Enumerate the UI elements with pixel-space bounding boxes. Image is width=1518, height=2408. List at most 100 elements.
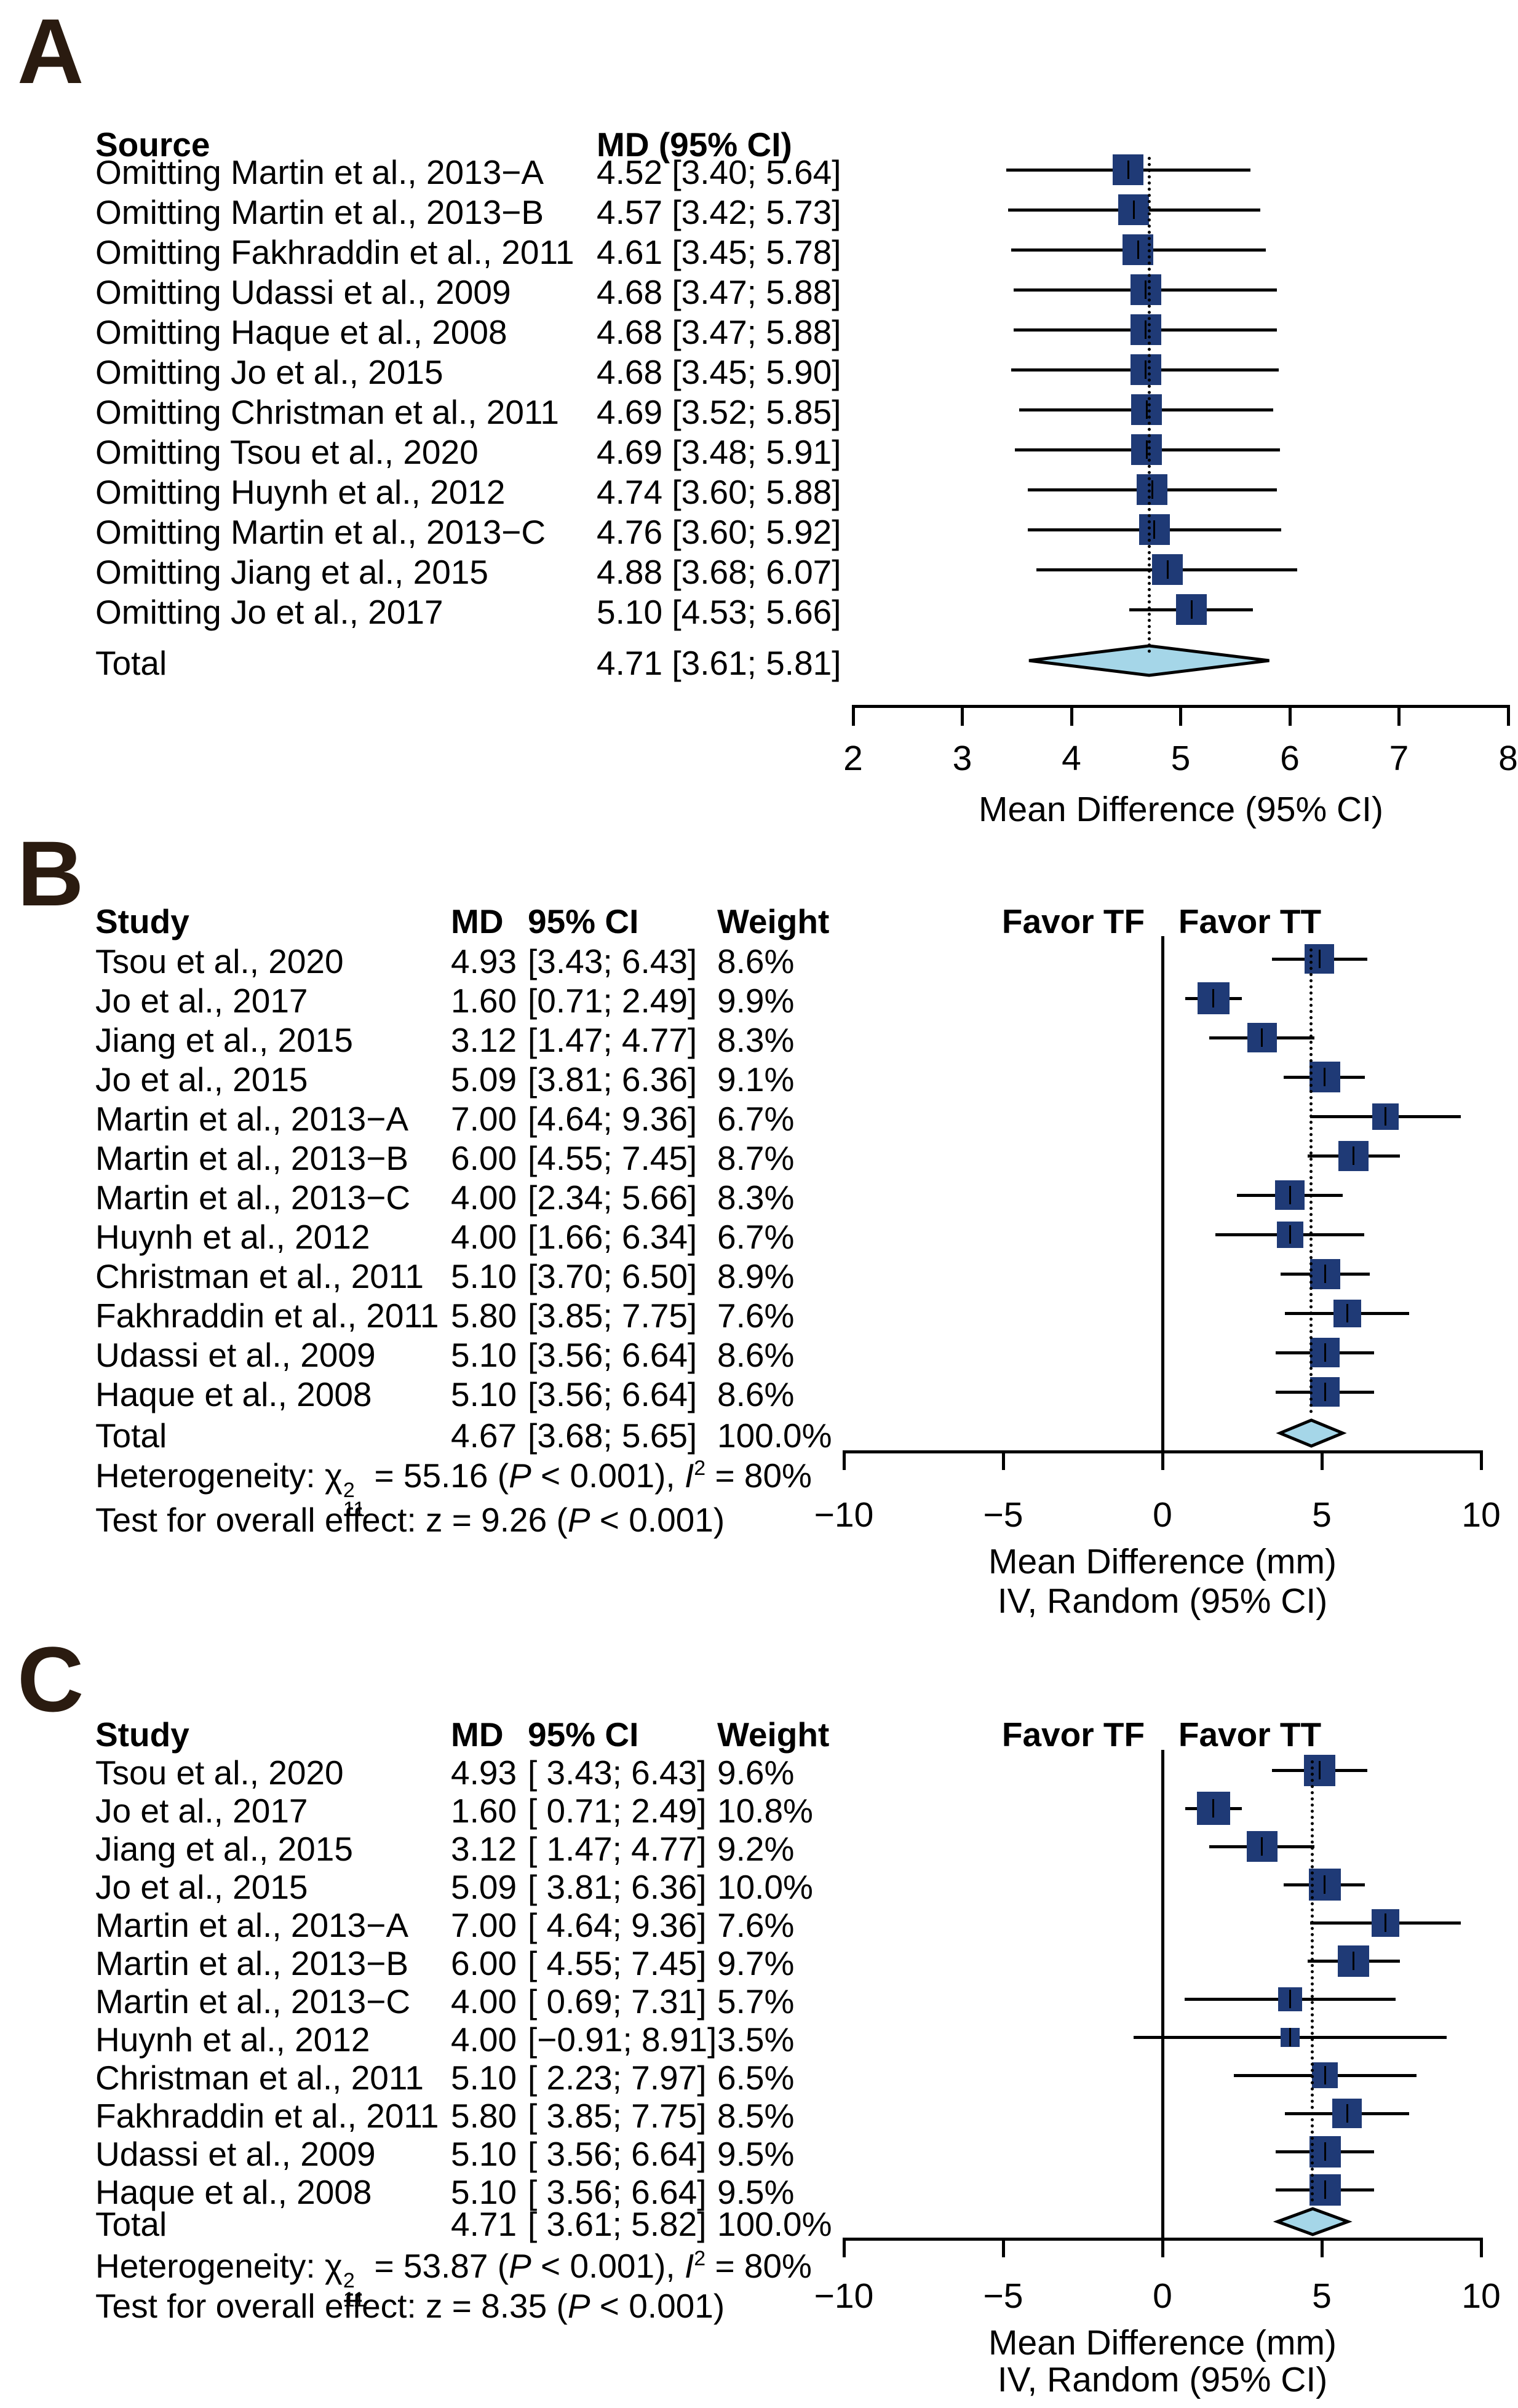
md-value: 5.80 [451,2097,517,2135]
md-ci-value: 4.68 [3.45; 5.90] [597,353,841,391]
weight-value: 8.5% [717,2097,795,2135]
effect-marker [1261,1837,1263,1856]
md-value: 5.09 [451,1060,517,1099]
axis-tick-label: −10 [814,2276,874,2316]
effect-marker [1261,1028,1263,1047]
axis-tick [1179,705,1182,726]
effect-marker [1153,520,1156,539]
col-header-md: MD [451,1715,504,1754]
col-header-source: Source [95,125,210,164]
ci-value: [ 3.43; 6.43] [528,1754,707,1792]
favor-left-label: Favor TF [1001,1715,1145,1754]
heterogeneity-note: Heterogeneity: χ 2 11 = 53.87 (P < 0.001),… [95,2247,812,2311]
axis-tick-label: 8 [1498,739,1518,778]
axis-tick-label: 0 [1153,2276,1172,2316]
study-row-label: Jo et al., 2017 [95,982,308,1020]
ci-value: [2.34; 5.66] [528,1178,697,1217]
md-value: 4.93 [451,942,517,980]
axis-caption-line1: Mean Difference (mm) [988,1542,1337,1581]
weight-value: 9.7% [717,1944,795,1982]
md-value: 5.09 [451,1868,517,1906]
ref-line [1147,157,1151,653]
md-value: 4.71 [451,2205,517,2243]
axis-tick-label: 2 [843,739,863,778]
axis-tick-label: 3 [952,739,972,778]
md-ci-value: 4.52 [3.40; 5.64] [597,153,841,191]
study-row-label: Omitting Martin et al., 2013−A [95,153,544,191]
study-row-label: Omitting Christman et al., 2011 [95,393,560,431]
effect-marker [1385,1107,1387,1126]
total-diamond [1276,1418,1347,1448]
md-ci-value: 4.68 [3.47; 5.88] [597,313,841,351]
axis-tick-label: 4 [1062,739,1081,778]
weight-value: 8.7% [717,1139,795,1177]
study-row-label: Christman et al., 2011 [95,1257,424,1295]
md-ci-value: 5.10 [4.53; 5.66] [597,593,841,631]
col-header-md: MD [451,902,504,940]
effect-marker [1346,2104,1348,2123]
md-value: 5.10 [451,1375,517,1413]
axis-tick-label: 0 [1153,1495,1172,1535]
study-row-label: Omitting Jiang et al., 2015 [95,553,488,591]
col-header-ci: 95% CI [528,1715,639,1754]
axis-tick-label: −5 [983,1495,1023,1535]
study-row-label: Omitting Jo et al., 2017 [95,593,443,631]
md-value: 4.67 [451,1417,517,1455]
weight-value: 8.6% [717,1375,795,1413]
md-value: 3.12 [451,1830,517,1868]
effect-marker [1289,1186,1291,1204]
study-row-label: Omitting Fakhraddin et al., 2011 [95,233,574,271]
total-row-label: Total [95,2205,167,2243]
md-value: 4.00 [451,1982,517,2021]
effect-marker [1166,560,1169,579]
md-ci-value: 4.71 [3.61; 5.81] [597,644,841,682]
favor-right-label: Favor TT [1178,1715,1322,1754]
weight-value: 9.1% [717,1060,795,1099]
overall-effect-note: Test for overall effect: z = 8.35 (P < 0… [95,2287,725,2325]
weight-value: 100.0% [717,2205,832,2243]
study-row-label: Martin et al., 2013−C [95,1178,411,1217]
weight-value: 9.6% [717,1754,795,1792]
axis-caption-line2: IV, Random (95% CI) [997,2360,1328,2399]
study-row-label: Omitting Tsou et al., 2020 [95,433,479,471]
md-value: 6.00 [451,1139,517,1177]
ci-value: [−0.91; 8.91] [528,2021,717,2059]
study-row-label: Udassi et al., 2009 [95,1336,376,1374]
md-ci-value: 4.69 [3.48; 5.91] [597,433,841,471]
study-row-label: Christman et al., 2011 [95,2059,424,2097]
ci-value: [ 3.85; 7.75] [528,2097,707,2135]
weight-value: 8.6% [717,1336,795,1374]
weight-value: 9.5% [717,2135,795,2173]
study-row-label: Haque et al., 2008 [95,2173,372,2211]
axis-tick-label: 5 [1312,1495,1332,1535]
ref-line [1309,948,1313,1413]
md-value: 4.00 [451,1178,517,1217]
panel-label-a: A [17,0,84,103]
axis-tick [1479,2238,1483,2257]
ci-value: [3.85; 7.75] [528,1297,697,1335]
total-diamond [1273,2207,1353,2236]
study-row-label: Tsou et al., 2020 [95,1754,344,1792]
weight-value: 10.8% [717,1792,813,1830]
overall-effect-note: Test for overall effect: z = 9.26 (P < 0… [95,1501,725,1539]
md-value: 4.93 [451,1754,517,1792]
axis-tick [1161,2238,1164,2257]
axis-tick [1001,2238,1005,2257]
ci-value: [ 0.71; 2.49] [528,1792,707,1830]
weight-value: 8.3% [717,1021,795,1059]
md-ci-value: 4.74 [3.60; 5.88] [597,473,841,511]
effect-marker [1324,2066,1326,2084]
study-row-label: Fakhraddin et al., 2011 [95,2097,439,2135]
effect-marker [1324,1343,1326,1362]
md-value: 6.00 [451,1944,517,1982]
weight-value: 6.7% [717,1218,795,1256]
weight-value: 5.7% [717,1982,795,2021]
study-row-label: Omitting Haque et al., 2008 [95,313,507,351]
total-diamond [1028,644,1270,677]
ci-value: [0.71; 2.49] [528,982,697,1020]
weight-value: 9.2% [717,1830,795,1868]
weight-value: 8.6% [717,942,795,980]
col-header-ci: 95% CI [528,902,639,940]
